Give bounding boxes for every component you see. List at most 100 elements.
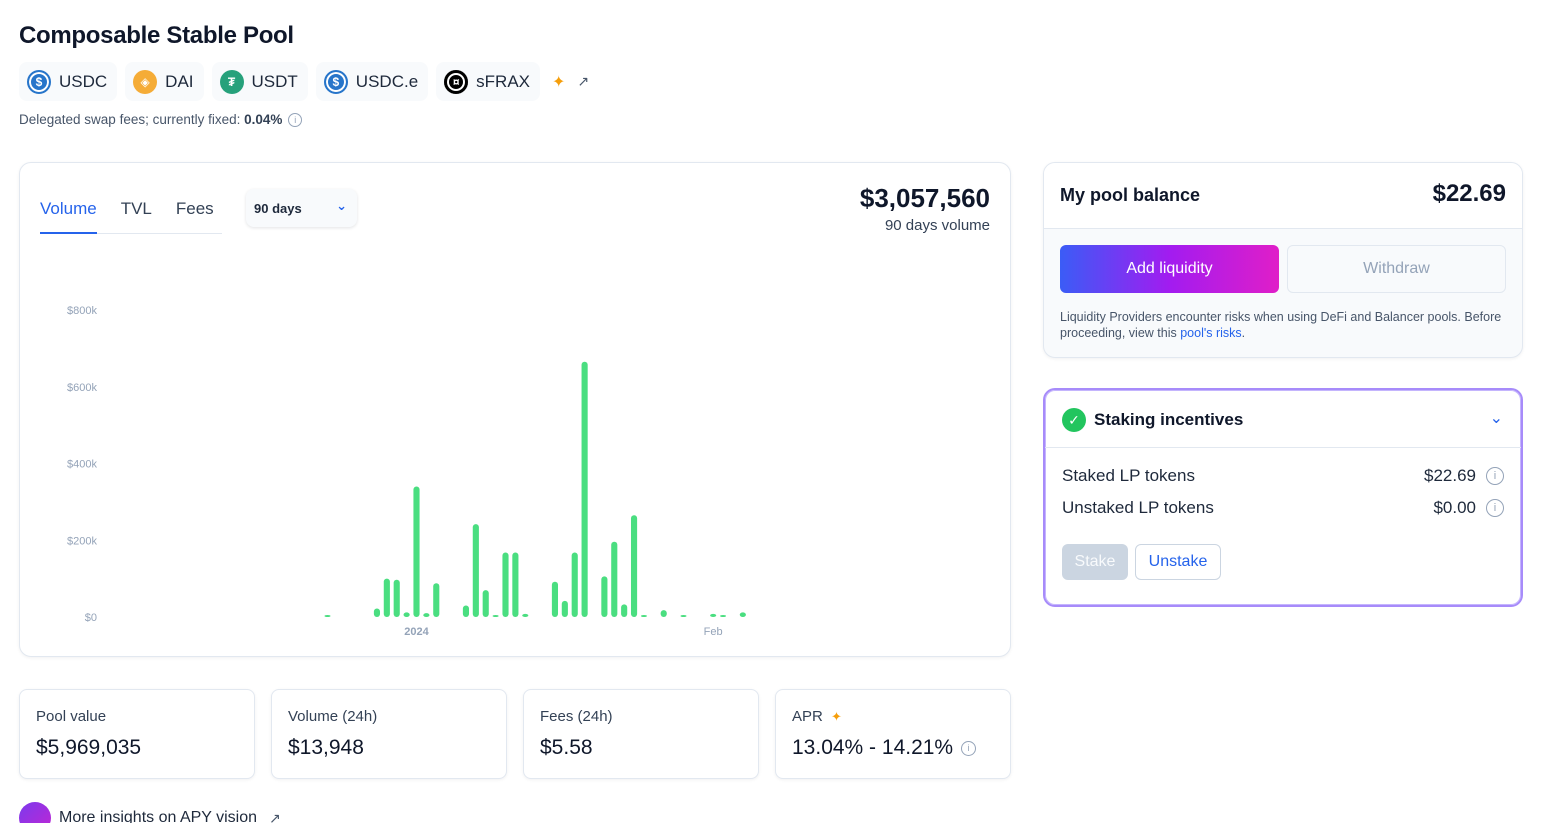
- unstaked-lp-value: $0.00: [1433, 498, 1476, 517]
- volume-bar[interactable]: [581, 361, 588, 617]
- unstake-button[interactable]: Unstake: [1135, 544, 1221, 580]
- chart-total-caption: 90 days volume: [884, 217, 990, 234]
- volume-bar[interactable]: [462, 605, 470, 617]
- volume-bar[interactable]: [492, 615, 499, 617]
- stat-value: $13,948: [288, 736, 364, 759]
- stat-value: $5,969,035: [36, 736, 142, 759]
- stat-pool-value: Pool value $5,969,035: [19, 689, 255, 779]
- tab-tvl[interactable]: TVL: [120, 199, 152, 218]
- chevron-down-icon[interactable]: ⌄: [1489, 410, 1503, 427]
- token-symbol: USDT: [251, 71, 298, 91]
- volume-bar[interactable]: [512, 552, 519, 617]
- token-chip-dai[interactable]: ◈ DAI: [125, 62, 204, 101]
- volume-bar[interactable]: [621, 604, 628, 617]
- token-symbol: DAI: [165, 71, 194, 91]
- volume-bar[interactable]: [383, 578, 390, 617]
- volume-bar[interactable]: [433, 583, 440, 617]
- frax-icon: ¤: [444, 69, 469, 94]
- staking-title: Staking incentives: [1094, 410, 1244, 429]
- volume-chart[interactable]: $0 $200k $400k $600k $800k 2024 Feb: [20, 283, 1010, 643]
- external-link-icon[interactable]: ↗: [577, 73, 590, 89]
- volume-bar[interactable]: [403, 612, 410, 617]
- volume-bar[interactable]: [719, 615, 727, 617]
- stat-value: $5.58: [540, 736, 593, 759]
- token-chip-usdt[interactable]: ₮ USDT: [211, 62, 308, 101]
- token-list: $ USDC ◈ DAI ₮ USDT $ USDC.e ¤ sFRAX ✦ ↗: [19, 62, 589, 101]
- token-chip-usdc-e[interactable]: $ USDC.e: [315, 62, 429, 101]
- volume-bar[interactable]: [324, 615, 331, 617]
- volume-bar[interactable]: [472, 524, 479, 617]
- pool-balance-header: My pool balance $22.69: [1044, 163, 1522, 229]
- volume-bar[interactable]: [571, 552, 578, 617]
- volume-bar[interactable]: [522, 613, 529, 617]
- token-symbol: sFRAX: [476, 71, 530, 91]
- volume-bar[interactable]: [413, 486, 420, 617]
- pool-balance-title: My pool balance: [1060, 185, 1201, 205]
- volume-bar[interactable]: [393, 579, 400, 617]
- risk-notice: Liquidity Providers encounter risks when…: [1060, 309, 1510, 341]
- chevron-down-icon: ⌄: [336, 198, 347, 213]
- token-symbol: USDC.e: [355, 71, 419, 91]
- add-liquidity-button[interactable]: Add liquidity: [1060, 245, 1279, 293]
- fees-note-text: Delegated swap fees; currently fixed:: [19, 112, 241, 127]
- info-icon[interactable]: i: [288, 113, 303, 128]
- volume-bar[interactable]: [601, 576, 608, 617]
- y-tick-label: $200k: [67, 535, 97, 547]
- stat-volume-24h: Volume (24h) $13,948: [271, 689, 507, 779]
- y-tick-label: $0: [85, 612, 97, 624]
- pool-risks-link[interactable]: pool's risks: [1180, 326, 1242, 340]
- stat-label: APR ✦: [792, 708, 842, 725]
- token-chip-sfrax[interactable]: ¤ sFRAX: [436, 62, 540, 101]
- y-tick-label: $400k: [67, 459, 97, 471]
- volume-bar[interactable]: [630, 515, 638, 617]
- swap-fees-note: Delegated swap fees; currently fixed: 0.…: [19, 112, 303, 128]
- x-tick-label: 2024: [404, 626, 429, 638]
- tab-volume[interactable]: Volume: [40, 189, 97, 234]
- page-title: Composable Stable Pool: [19, 22, 294, 49]
- volume-bar[interactable]: [680, 615, 687, 617]
- volume-bar[interactable]: [373, 608, 381, 617]
- chart-total-value: $3,057,560: [859, 183, 990, 213]
- external-link-icon: ↗: [269, 809, 281, 823]
- info-icon[interactable]: i: [1486, 499, 1504, 517]
- volume-bar[interactable]: [561, 600, 568, 617]
- staked-lp-label: Staked LP tokens: [1062, 466, 1195, 485]
- unstaked-lp-label: Unstaked LP tokens: [1062, 498, 1214, 517]
- stat-apr: APR ✦ 13.04% - 14.21% i: [775, 689, 1011, 779]
- tab-fees[interactable]: Fees: [175, 199, 214, 218]
- volume-bar[interactable]: [423, 613, 430, 617]
- volume-bar[interactable]: [482, 590, 489, 617]
- risk-suffix: .: [1241, 326, 1246, 340]
- period-select[interactable]: 90 days ⌄: [246, 189, 357, 227]
- apr-value: 13.04% - 14.21%: [792, 736, 954, 759]
- usdc-icon: $: [27, 69, 51, 94]
- stat-label: Fees (24h): [540, 708, 613, 725]
- volume-bar[interactable]: [739, 612, 746, 617]
- staked-lp-row: Staked LP tokens $22.69 i: [1062, 466, 1504, 486]
- sparkle-icon[interactable]: ✦: [831, 709, 842, 724]
- withdraw-button[interactable]: Withdraw: [1287, 245, 1506, 293]
- info-icon[interactable]: i: [960, 740, 976, 756]
- sparkle-icon: ✦: [552, 73, 566, 91]
- x-tick-label: Feb: [704, 626, 723, 638]
- volume-bar[interactable]: [660, 610, 667, 617]
- info-icon[interactable]: i: [1486, 467, 1504, 485]
- volume-bar[interactable]: [551, 581, 559, 617]
- dai-icon: ◈: [133, 69, 158, 94]
- volume-bar[interactable]: [640, 615, 648, 617]
- staking-header[interactable]: ✓ Staking incentives ⌄: [1045, 390, 1521, 448]
- y-tick-label: $800k: [67, 305, 97, 317]
- apy-vision-link[interactable]: More insights on APY vision ↗: [19, 802, 281, 823]
- y-tick-label: $600k: [67, 382, 97, 394]
- volume-bar[interactable]: [502, 552, 509, 617]
- period-value: 90 days: [254, 200, 302, 216]
- volume-bar[interactable]: [611, 541, 618, 617]
- stake-button[interactable]: Stake: [1062, 544, 1128, 580]
- stat-label: Volume (24h): [288, 708, 378, 725]
- volume-bar[interactable]: [710, 613, 717, 617]
- apy-vision-logo-icon: [19, 802, 51, 823]
- stat-value: 13.04% - 14.21% i: [792, 736, 976, 760]
- stat-fees-24h: Fees (24h) $5.58: [523, 689, 759, 779]
- token-chip-usdc[interactable]: $ USDC: [19, 62, 118, 101]
- stat-label: Pool value: [36, 708, 107, 725]
